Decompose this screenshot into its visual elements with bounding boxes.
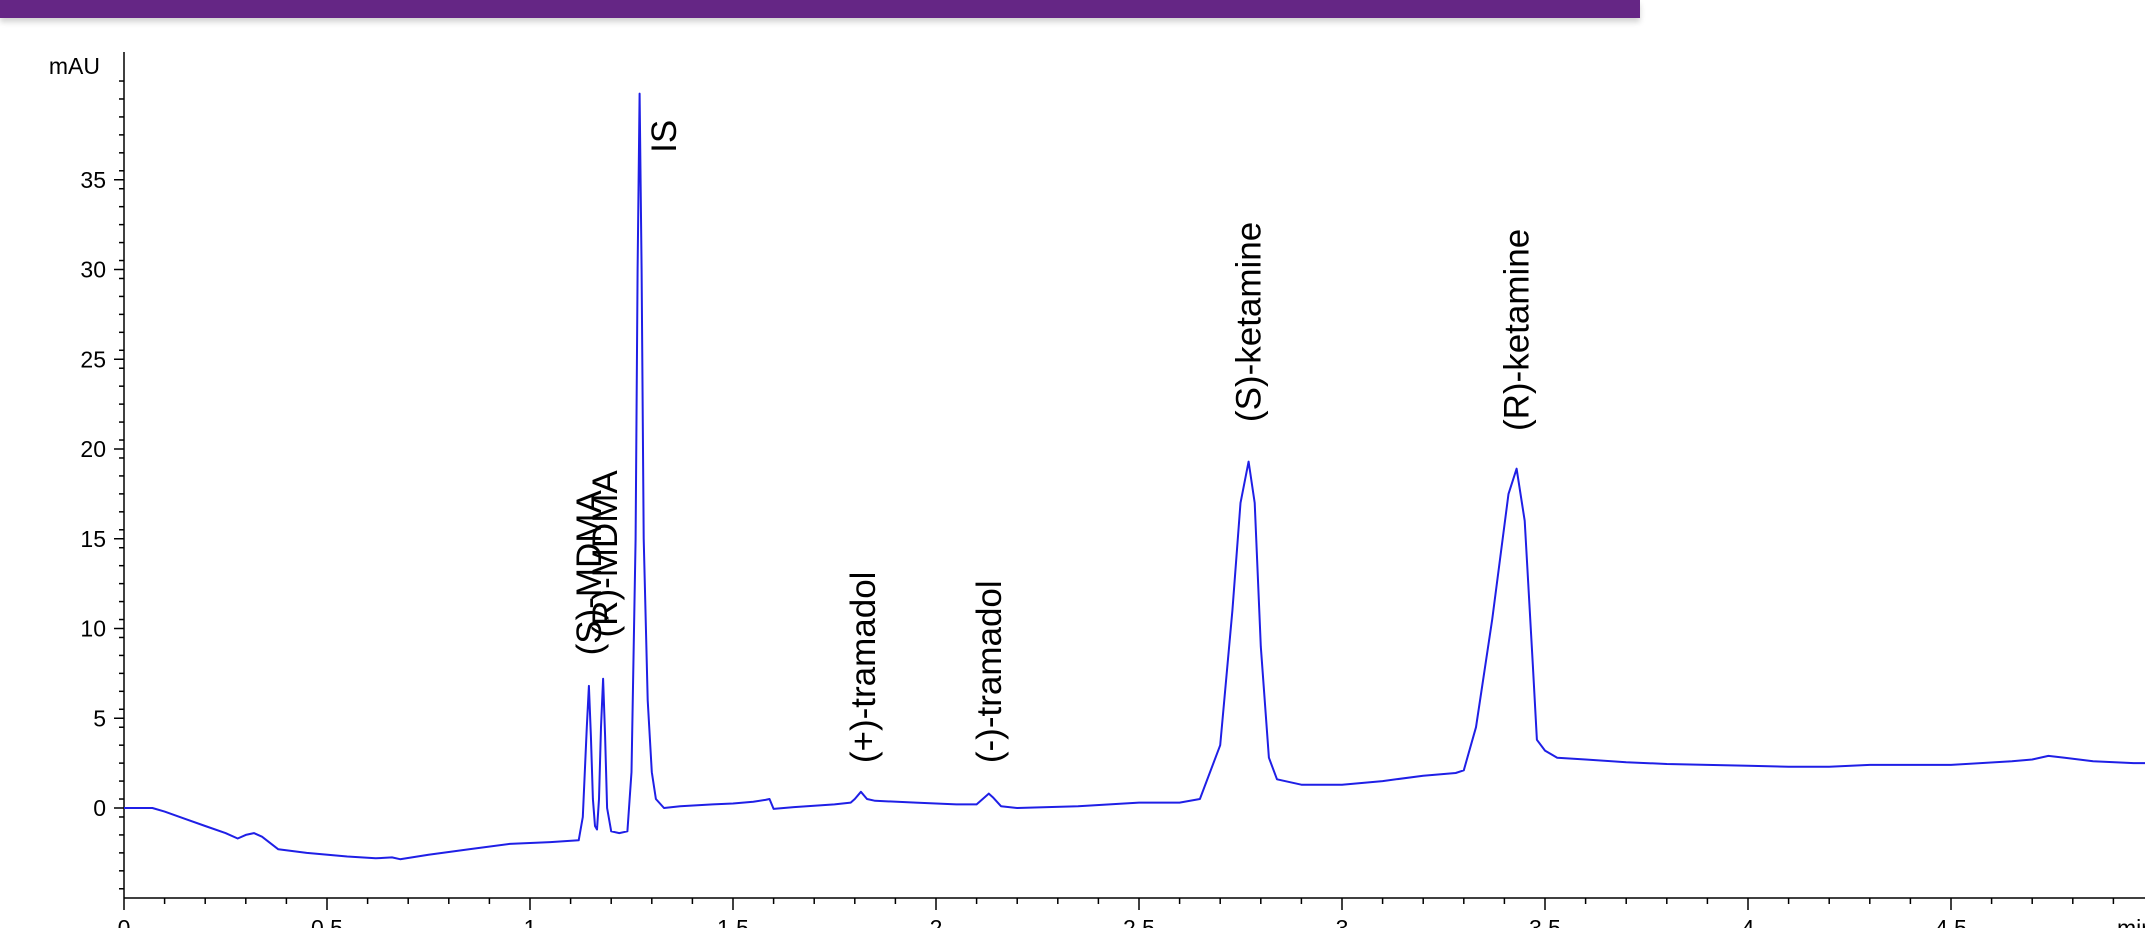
- x-tick-label: 2: [930, 915, 943, 928]
- x-tick-label: 3: [1336, 915, 1349, 928]
- y-tick-label: 25: [80, 346, 106, 372]
- peak-label: (R)-MDMA: [586, 470, 625, 638]
- x-axis: min 0 0.5 1 1.5 2 2.5 3 3.5 4 4.5: [118, 897, 2145, 928]
- x-tick-label: 4.5: [1935, 915, 1967, 928]
- peak-annotations: (S)-MDMA(R)-MDMA IS (+)-tramadol (-)-tramad…: [570, 120, 1537, 763]
- y-axis: mAU 0 5 10 15 20 25 30 35: [49, 52, 125, 898]
- y-tick-label: 20: [80, 436, 106, 462]
- y-tick-label: 5: [93, 705, 106, 731]
- x-tick-label: 0: [118, 915, 131, 928]
- peak-label: (R)-ketamine: [1498, 229, 1537, 431]
- peak-label: (-)-tramadol: [970, 580, 1009, 763]
- y-ticks: 0 5 10 15 20 25 30 35: [80, 80, 124, 890]
- x-tick-label: 1.5: [717, 915, 749, 928]
- traces: [124, 92, 2145, 861]
- x-ticks: 0 0.5 1 1.5 2 2.5 3 3.5 4 4.5: [118, 898, 2115, 928]
- y-tick-label: 10: [80, 616, 106, 642]
- x-tick-label: 4: [1742, 915, 1755, 928]
- peak-label: (S)-ketamine: [1230, 222, 1269, 422]
- x-tick-label: 2.5: [1123, 915, 1155, 928]
- y-tick-label: 15: [80, 526, 106, 552]
- peak-label: (S)-MDMA: [570, 490, 609, 656]
- peak-label: IS: [645, 120, 684, 153]
- chromatogram-trace: [124, 92, 2145, 861]
- x-tick-label: 0.5: [311, 915, 343, 928]
- x-axis-title: min: [2117, 915, 2145, 928]
- y-axis-title: mAU: [49, 53, 100, 79]
- y-tick-label: 35: [80, 167, 106, 193]
- y-tick-label: 0: [93, 795, 106, 821]
- peak-label: (+)-tramadol: [844, 572, 883, 764]
- x-tick-label: 3.5: [1529, 915, 1561, 928]
- x-tick-label: 1: [524, 915, 537, 928]
- header-bar: [0, 0, 1640, 18]
- y-tick-label: 30: [80, 257, 106, 283]
